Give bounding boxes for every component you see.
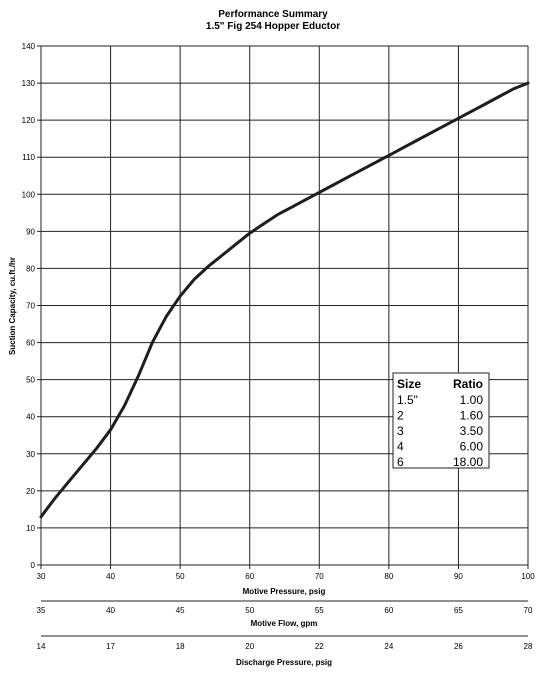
y-tick-label: 100 (22, 190, 36, 199)
x-tick-label: 70 (315, 572, 324, 581)
secondary-tick-label: 40 (106, 606, 115, 615)
y-tick-label: 70 (26, 302, 35, 311)
x-tick-labels: 30 40 50 60 70 80 90 100 (37, 572, 536, 581)
secondary-tick-label: 55 (315, 606, 324, 615)
secondary-tick-label: 35 (37, 606, 46, 615)
secondary-tick-label: 70 (524, 606, 533, 615)
x-tick-label: 100 (521, 572, 535, 581)
x-axis-label: Motive Pressure, psig (243, 587, 326, 596)
y-tick-label: 10 (26, 524, 35, 533)
ratio-size: 4 (397, 440, 404, 454)
secondary-tick-label: 26 (454, 642, 463, 651)
secondary-axis-label: Motive Flow, gpm (251, 619, 318, 628)
ratio-header-size: Size (397, 377, 421, 391)
x-tick-label: 30 (37, 572, 46, 581)
ratio-size: 6 (397, 455, 404, 469)
secondary-tick-label: 60 (384, 606, 393, 615)
x-tick-label: 90 (454, 572, 463, 581)
y-tick-label: 20 (26, 487, 35, 496)
y-tick-label: 130 (22, 79, 36, 88)
x-tick-label: 50 (176, 572, 185, 581)
y-tick-label: 80 (26, 264, 35, 273)
x-tick-label: 60 (245, 572, 254, 581)
ratio-value: 1.60 (460, 409, 484, 423)
y-tick-label: 90 (26, 227, 35, 236)
ratio-size: 2 (397, 409, 404, 423)
y-tick-label: 60 (26, 339, 35, 348)
secondary-tick-label: 17 (106, 642, 115, 651)
ratio-header-ratio: Ratio (453, 377, 483, 391)
ratio-value: 6.00 (460, 440, 484, 454)
chart-subtitle: 1.5" Fig 254 Hopper Eductor (206, 21, 340, 32)
secondary-tick-label: 65 (454, 606, 463, 615)
x-tick-label: 80 (384, 572, 393, 581)
secondary-tick-label: 20 (245, 642, 254, 651)
y-tick-label: 30 (26, 450, 35, 459)
ratio-table-box (392, 372, 490, 469)
y-axis-label: Suction Capacity, cu.ft./hr (8, 257, 17, 355)
ratio-size: 3 (397, 424, 404, 438)
y-tick-label: 120 (22, 116, 36, 125)
grid (37, 45, 529, 569)
ratio-table: Size Ratio 1.5" 1.00 2 1.60 3 3.50 4 6.00 6 18.00 (392, 372, 490, 469)
y-tick-label: 110 (22, 153, 35, 162)
secondary-tick-label: 22 (315, 642, 324, 651)
secondary-axes: 35 40 45 50 55 60 65 70 Motive Flow, gpm 14 17 18 20… (37, 600, 533, 667)
performance-curve (39, 81, 530, 519)
secondary-tick-label: 14 (37, 642, 46, 651)
y-tick-label: 50 (26, 376, 35, 385)
secondary-tick-label: 28 (524, 642, 533, 651)
secondary-tick-label: 18 (176, 642, 185, 651)
ratio-value: 18.00 (453, 455, 483, 469)
ratio-value: 1.00 (460, 393, 484, 407)
secondary-tick-label: 45 (176, 606, 185, 615)
y-tick-label: 0 (31, 561, 36, 570)
y-tick-label: 140 (22, 42, 36, 51)
ratio-size: 1.5" (397, 393, 418, 407)
y-tick-label: 40 (26, 413, 35, 422)
chart-title: Performance Summary (218, 9, 328, 20)
secondary-tick-label: 50 (245, 606, 254, 615)
y-tick-labels: 0 10 20 30 40 50 60 70 80 90 100 110 120 130 140 (22, 42, 36, 570)
secondary-tick-label: 24 (384, 642, 393, 651)
x-tick-label: 40 (106, 572, 115, 581)
ratio-value: 3.50 (460, 424, 484, 438)
secondary-axis-label: Discharge Pressure, psig (236, 658, 332, 667)
